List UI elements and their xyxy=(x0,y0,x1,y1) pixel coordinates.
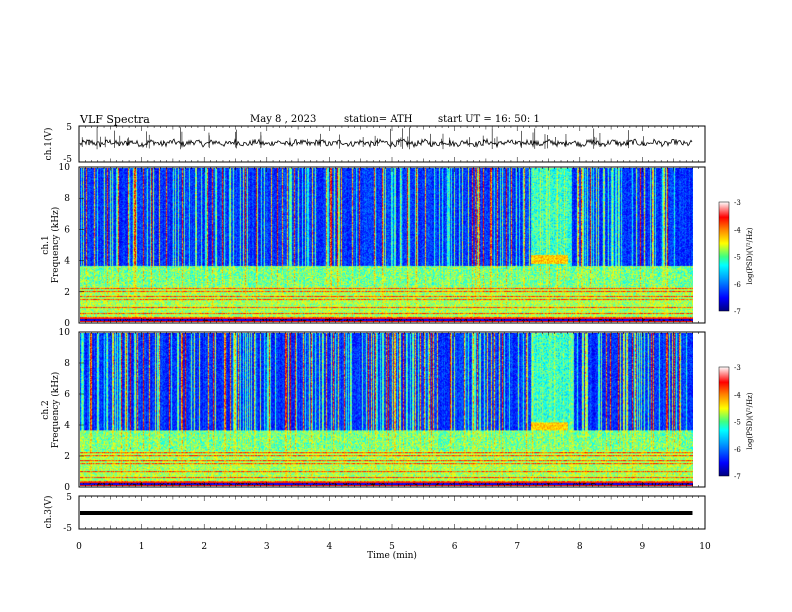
ch1-colorbar: -3 -4 -5 -6 -7 log(PSD)(V²/Hz) xyxy=(718,199,754,316)
x-tick-label: 9 xyxy=(640,542,646,552)
ch3-waveform-panel: 5 -5 ch.3(V) xyxy=(43,493,706,534)
x-tick-label: 5 xyxy=(389,542,395,552)
ch1-spikes xyxy=(81,127,645,150)
ch1-waveform-frame xyxy=(78,125,706,163)
x-tick-label: 0 xyxy=(76,542,82,552)
spec-ytick-label: 4 xyxy=(64,421,70,431)
colorbar-tick-label: -7 xyxy=(734,473,741,481)
spec-ytick-label: 0 xyxy=(64,319,70,329)
ch2-spec-ylabel-1: ch.2 xyxy=(41,400,51,419)
start-time-label: start UT = 16: 50: 1 xyxy=(438,114,540,125)
colorbar-tick-label: -4 xyxy=(734,391,741,399)
ch2-colorbar-gradient xyxy=(718,366,730,477)
colorbar-tick-label: -6 xyxy=(734,446,741,454)
colorbar-tick-label: -7 xyxy=(734,308,741,316)
ch1-wave-ylabel: ch.1(V) xyxy=(43,128,54,161)
spec-ytick-label: 2 xyxy=(64,288,70,298)
spec-ytick-label: 6 xyxy=(64,225,70,235)
ch1-spec-ylabel-2: Frequency (kHz) xyxy=(50,207,61,284)
colorbar-tick-label: -5 xyxy=(734,419,741,427)
colorbar-tick-label: -4 xyxy=(734,226,741,234)
x-tick-label: 6 xyxy=(452,542,458,552)
spec-ytick-label: 8 xyxy=(64,359,70,369)
ch2-spectrogram-panel: 0 2 4 6 8 10 ch.2 Frequency (kHz) xyxy=(41,328,706,493)
ch3-wave-ylabel: ch.3(V) xyxy=(43,496,54,529)
spec-ytick-label: 6 xyxy=(64,390,70,400)
colorbar-tick-label: -6 xyxy=(734,281,741,289)
x-tick-label: 10 xyxy=(699,542,711,552)
figure-title: VLF Spectra xyxy=(80,113,150,126)
spec-ytick-label: 0 xyxy=(64,483,70,493)
ch2-spec-yticks: 0 2 4 6 8 10 xyxy=(59,328,84,493)
ch2-spec-ylabel-2: Frequency (kHz) xyxy=(50,372,61,449)
ch1-spectrogram-panel: 0 2 4 6 8 10 ch.1 Frequency (kHz) xyxy=(41,163,706,329)
x-axis-label: Time (min) xyxy=(367,550,417,561)
x-tick-label: 1 xyxy=(139,542,145,552)
ch1-ytick-bottom: -5 xyxy=(63,155,72,165)
ch1-spec-yticks: 0 2 4 6 8 10 xyxy=(59,163,84,329)
ch1-spectrogram-image xyxy=(80,168,693,322)
x-tick-label: 3 xyxy=(264,542,270,552)
x-tick-label: 4 xyxy=(327,542,333,552)
spec-ytick-label: 10 xyxy=(59,163,71,173)
ch3-ytick-top: 5 xyxy=(66,493,72,503)
ch1-waveform-panel: 5 -5 ch.1(V) xyxy=(43,123,706,165)
ch1-ytick-top: 5 xyxy=(66,123,72,133)
spec-ytick-label: 10 xyxy=(59,328,71,338)
spec-ytick-label: 8 xyxy=(64,194,70,204)
ch1-colorbar-label: log(PSD)(V²/Hz) xyxy=(746,227,754,284)
x-tick-label: 2 xyxy=(201,542,207,552)
ch1-spec-ylabel-1: ch.1 xyxy=(41,235,51,254)
station-label: station= ATH xyxy=(344,114,413,125)
x-ticks xyxy=(78,126,706,529)
spec-ytick-label: 2 xyxy=(64,452,70,462)
x-tick-labels: 0 1 2 3 4 5 6 7 8 9 10 xyxy=(76,542,711,552)
spec-ytick-label: 4 xyxy=(64,257,70,267)
x-tick-label: 8 xyxy=(577,542,583,552)
ch2-colorbar-label: log(PSD)(V²/Hz) xyxy=(746,392,754,449)
ch3-ytick-bottom: -5 xyxy=(63,524,72,534)
date-label: May 8 , 2023 xyxy=(250,114,317,125)
ch1-colorbar-gradient xyxy=(718,201,730,312)
x-tick-label: 7 xyxy=(514,542,520,552)
colorbar-tick-label: -3 xyxy=(734,364,741,372)
colorbar-tick-label: -3 xyxy=(734,199,741,207)
colorbar-tick-label: -5 xyxy=(734,254,741,262)
ch2-colorbar: -3 -4 -5 -6 -7 log(PSD)(V²/Hz) xyxy=(718,364,754,481)
ch2-spectrogram-image xyxy=(80,333,693,486)
